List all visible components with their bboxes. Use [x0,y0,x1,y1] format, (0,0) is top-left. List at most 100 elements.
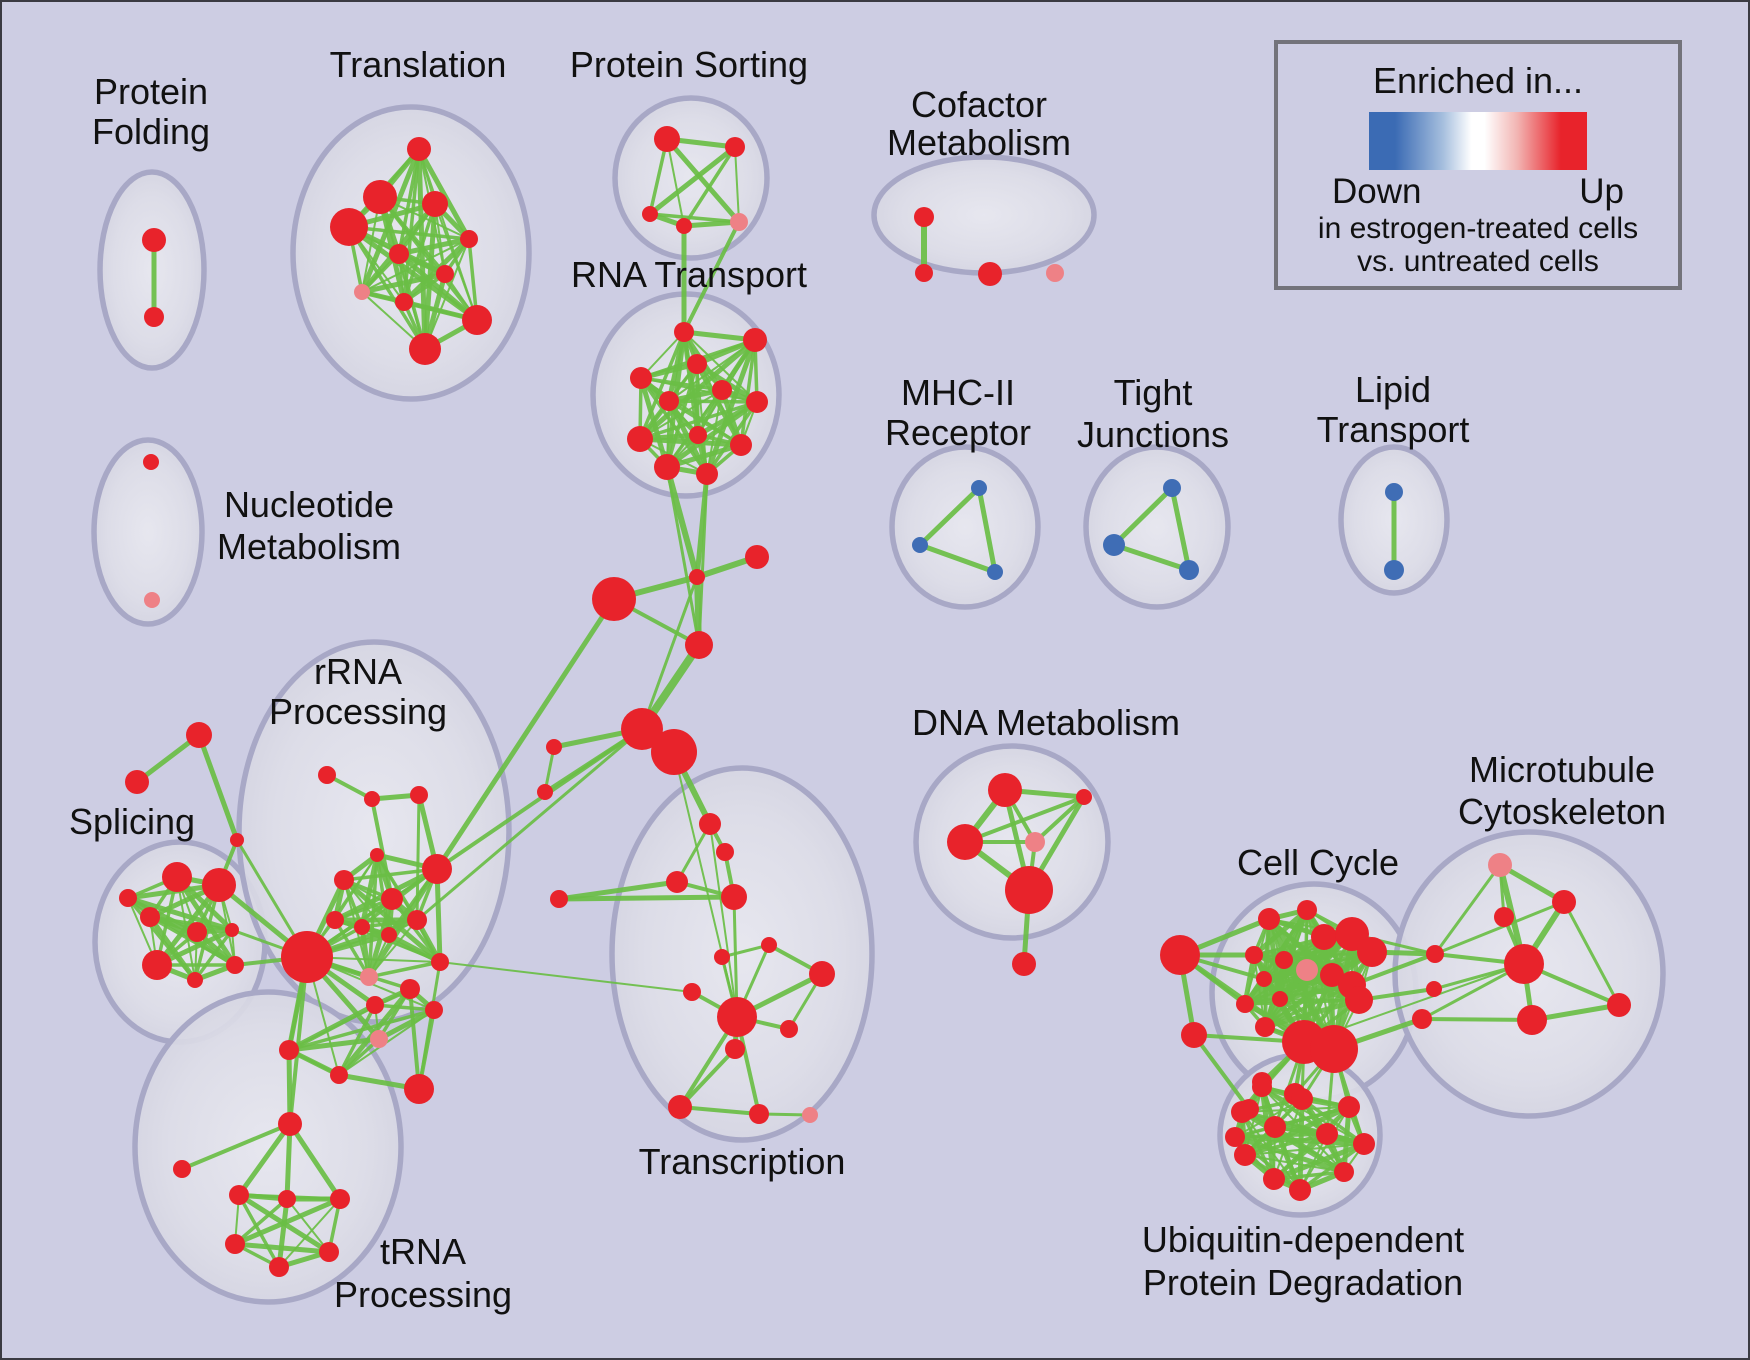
gene-set-node[interactable] [173,1160,191,1178]
gene-set-node[interactable] [674,322,694,342]
gene-set-node[interactable] [318,766,336,784]
gene-set-node[interactable] [1385,483,1403,501]
gene-set-node[interactable] [654,454,680,480]
gene-set-node[interactable] [743,328,767,352]
gene-set-node[interactable] [1345,986,1373,1014]
gene-set-node[interactable] [404,1074,434,1104]
gene-set-node[interactable] [1275,951,1293,969]
gene-set-node[interactable] [915,264,933,282]
gene-set-node[interactable] [1234,1144,1256,1166]
gene-set-node[interactable] [1412,1009,1432,1029]
gene-set-node[interactable] [659,391,679,411]
gene-set-node[interactable] [226,956,244,974]
gene-set-node[interactable] [546,739,562,755]
gene-set-node[interactable] [1384,560,1404,580]
gene-set-node[interactable] [1012,952,1036,976]
gene-set-node[interactable] [1181,1022,1207,1048]
gene-set-node[interactable] [460,230,478,248]
gene-set-node[interactable] [1552,890,1576,914]
gene-set-node[interactable] [730,213,748,231]
gene-set-node[interactable] [699,813,721,835]
gene-set-node[interactable] [278,1112,302,1136]
gene-set-node[interactable] [1263,1168,1285,1190]
gene-set-node[interactable] [947,824,983,860]
gene-set-node[interactable] [225,923,239,937]
gene-set-node[interactable] [334,870,354,890]
gene-set-node[interactable] [914,207,934,227]
gene-set-node[interactable] [1258,908,1280,930]
gene-set-node[interactable] [687,354,707,374]
gene-set-node[interactable] [1046,264,1064,282]
gene-set-node[interactable] [1256,971,1272,987]
gene-set-node[interactable] [685,631,713,659]
gene-set-node[interactable] [202,868,236,902]
gene-set-node[interactable] [987,564,1003,580]
gene-set-node[interactable] [689,569,705,585]
gene-set-node[interactable] [381,927,397,943]
gene-set-node[interactable] [326,911,344,929]
gene-set-node[interactable] [269,1257,289,1277]
gene-set-node[interactable] [1320,963,1344,987]
gene-set-node[interactable] [654,126,680,152]
gene-set-node[interactable] [1255,1017,1275,1037]
gene-set-node[interactable] [1426,945,1444,963]
gene-set-node[interactable] [714,949,730,965]
gene-set-node[interactable] [746,391,768,413]
gene-set-node[interactable] [187,922,207,942]
gene-set-node[interactable] [712,380,732,400]
gene-set-node[interactable] [1025,832,1045,852]
gene-set-node[interactable] [642,206,658,222]
gene-set-node[interactable] [717,997,757,1037]
gene-set-node[interactable] [780,1020,798,1038]
gene-set-node[interactable] [1297,900,1317,920]
gene-set-node[interactable] [1076,789,1092,805]
gene-set-node[interactable] [721,884,747,910]
gene-set-node[interactable] [1426,981,1442,997]
gene-set-node[interactable] [1225,1127,1245,1147]
gene-set-node[interactable] [330,1066,348,1084]
gene-set-node[interactable] [725,137,745,157]
gene-set-node[interactable] [1296,959,1318,981]
gene-set-node[interactable] [1163,479,1181,497]
gene-set-node[interactable] [978,262,1002,286]
gene-set-node[interactable] [621,708,663,750]
gene-set-node[interactable] [550,890,568,908]
gene-set-node[interactable] [761,937,777,953]
gene-set-node[interactable] [1504,944,1544,984]
gene-set-node[interactable] [676,218,692,234]
gene-set-node[interactable] [1264,1116,1286,1138]
gene-set-node[interactable] [592,577,636,621]
gene-set-node[interactable] [912,537,928,553]
gene-set-node[interactable] [1179,560,1199,580]
gene-set-node[interactable] [144,307,164,327]
gene-set-node[interactable] [431,953,449,971]
gene-set-node[interactable] [330,208,368,246]
gene-set-node[interactable] [1488,853,1512,877]
gene-set-node[interactable] [360,968,378,986]
gene-set-node[interactable] [162,862,192,892]
gene-set-node[interactable] [1103,534,1125,556]
gene-set-node[interactable] [278,1190,296,1208]
gene-set-node[interactable] [809,961,835,987]
gene-set-node[interactable] [1494,907,1514,927]
gene-set-node[interactable] [1517,1005,1547,1035]
gene-set-node[interactable] [119,889,137,907]
gene-set-node[interactable] [143,454,159,470]
gene-set-node[interactable] [666,871,688,893]
gene-set-node[interactable] [1311,924,1337,950]
gene-set-node[interactable] [125,770,149,794]
gene-set-node[interactable] [630,367,652,389]
gene-set-node[interactable] [749,1104,769,1124]
gene-set-node[interactable] [1005,866,1053,914]
gene-set-node[interactable] [364,791,380,807]
gene-set-node[interactable] [425,1001,443,1019]
gene-set-node[interactable] [142,228,166,252]
gene-set-node[interactable] [1316,1123,1338,1145]
gene-set-node[interactable] [407,137,431,161]
gene-set-node[interactable] [400,979,420,999]
gene-set-node[interactable] [370,1030,388,1048]
gene-set-node[interactable] [381,888,403,910]
gene-set-node[interactable] [1236,995,1254,1013]
gene-set-node[interactable] [186,722,212,748]
